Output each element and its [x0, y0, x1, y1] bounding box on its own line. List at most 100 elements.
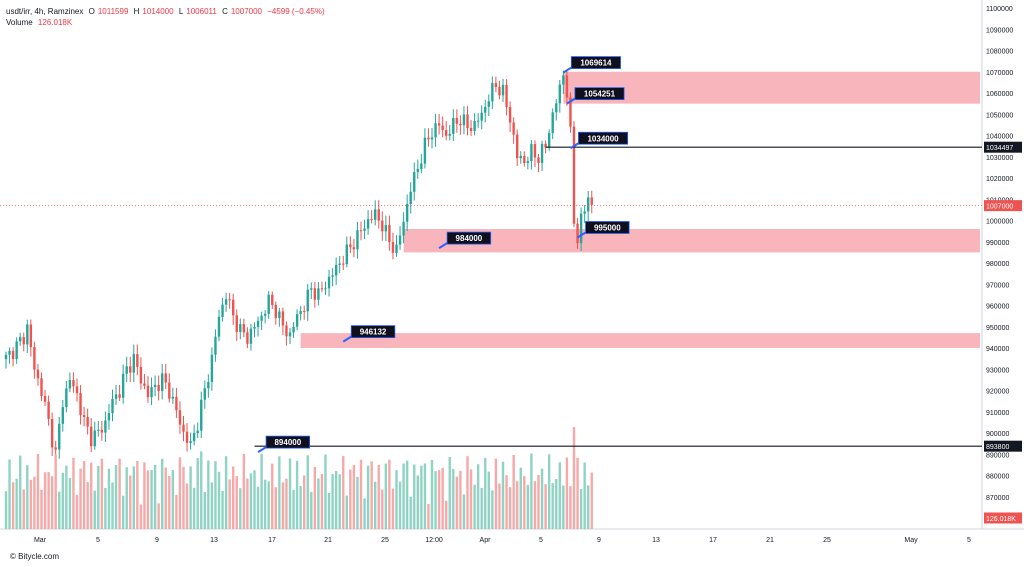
candle-body: [107, 413, 111, 421]
supply-demand-zone: [403, 229, 981, 253]
axis-price-badge-label: 1007000: [986, 204, 1013, 211]
volume-bar: [82, 461, 86, 529]
candle-body: [146, 385, 150, 398]
candle-body: [356, 230, 359, 250]
y-tick-label: 950000: [986, 325, 1009, 332]
volume-bar: [540, 468, 544, 529]
annotation-pointer: [566, 97, 576, 105]
candle-body: [249, 328, 253, 344]
candle-body: [466, 114, 469, 128]
annotation-box: [570, 56, 621, 69]
volume-bar: [427, 503, 430, 529]
candle-body: [540, 143, 544, 163]
candle-body: [469, 127, 473, 132]
volume-bar: [267, 481, 270, 529]
candle-body: [114, 394, 118, 399]
volume-bar: [572, 427, 576, 529]
candle-body: [317, 288, 320, 300]
volume-bar: [562, 485, 565, 529]
candle-body: [508, 106, 512, 123]
volume-bar: [466, 456, 469, 529]
y-tick-label: 930000: [986, 367, 1009, 374]
candle-body: [487, 101, 490, 107]
volume-bar: [146, 470, 150, 529]
annotation-box: [578, 131, 629, 145]
open-value: 1011599: [97, 7, 129, 16]
annotation-box: [585, 221, 630, 234]
candle-body: [256, 320, 260, 327]
volume-bar: [508, 487, 512, 529]
x-tick-label: 25: [381, 537, 389, 544]
candle-body: [196, 430, 199, 434]
candle-body: [242, 324, 246, 333]
candle-body: [363, 228, 366, 231]
volume-bar: [338, 474, 341, 529]
volume-bar: [239, 488, 242, 529]
x-tick-label: 13: [210, 537, 218, 544]
volume-bar: [164, 467, 167, 529]
candle-body: [473, 120, 476, 132]
volume-bar: [437, 470, 441, 529]
volume-bar: [97, 465, 100, 529]
candle-body: [161, 373, 164, 391]
candle-body: [93, 430, 96, 447]
candle-body: [398, 235, 402, 245]
volume-bar: [484, 457, 487, 529]
candle-body: [448, 133, 451, 136]
symbol-label: usdt/irr, 4h, Ramzinex: [6, 7, 84, 16]
candle-body: [65, 388, 68, 408]
volume-bar: [214, 461, 217, 529]
volume-bar: [420, 465, 423, 529]
volume-bar: [331, 474, 334, 529]
volume-bar: [537, 474, 540, 529]
candle-body: [278, 311, 281, 319]
volume-bar: [249, 473, 253, 529]
volume-bar: [153, 464, 157, 529]
candle-body: [519, 155, 522, 159]
volume-bar: [185, 483, 189, 529]
y-tick-label: 940000: [986, 346, 1009, 353]
candle-body: [288, 332, 292, 337]
volume-bar: [263, 479, 267, 529]
candle-body: [214, 336, 217, 355]
annotation-pointer: [562, 66, 572, 74]
candle-body: [157, 384, 160, 391]
volume-bar: [587, 485, 590, 529]
y-tick-label: 1020000: [986, 176, 1013, 183]
y-tick-label: 1080000: [986, 49, 1013, 56]
volume-bar: [583, 462, 586, 529]
y-tick-label: 990000: [986, 240, 1009, 247]
volume-bar: [533, 481, 537, 529]
candle-body: [232, 299, 235, 316]
candle-body: [413, 172, 416, 192]
candle-body: [79, 393, 82, 416]
candle-body: [590, 197, 593, 205]
volume-bar: [217, 471, 221, 529]
volume-bar: [107, 468, 111, 529]
candle-body: [104, 420, 107, 433]
candle-body: [200, 399, 203, 431]
candle-body: [494, 83, 498, 88]
volume-bar: [317, 478, 320, 529]
candle-body: [58, 423, 61, 450]
annotation-pointer: [342, 335, 352, 343]
candle-body: [402, 221, 405, 236]
candle-body: [97, 429, 100, 431]
volume-bar: [448, 456, 451, 529]
volume-bar: [405, 460, 409, 529]
volume-bar: [79, 468, 82, 529]
x-tick-label: 17: [268, 537, 276, 544]
volume-bar: [576, 457, 579, 529]
y-tick-label: 980000: [986, 261, 1009, 268]
y-tick-label: 1070000: [986, 70, 1013, 77]
volume-bar: [395, 470, 398, 529]
candle-body: [4, 354, 8, 360]
volume-bar: [189, 466, 192, 529]
candle-body: [164, 373, 167, 383]
candle-body: [260, 315, 263, 321]
candle-body: [54, 447, 57, 450]
y-tick-label: 870000: [986, 495, 1009, 502]
volume-bar: [271, 463, 274, 529]
y-tick-label: 910000: [986, 410, 1009, 417]
